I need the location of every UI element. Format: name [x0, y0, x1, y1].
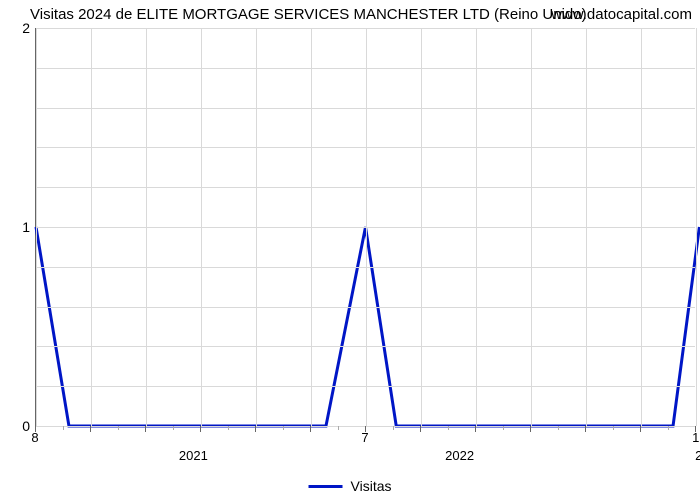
x-tick-mark: [475, 426, 476, 432]
x-tick-label: 7: [361, 430, 368, 445]
x-year-label: 202: [695, 448, 700, 463]
x-gridline: [256, 28, 257, 426]
x-tick-mark: [585, 426, 586, 432]
x-minor-tick-mark: [613, 426, 614, 430]
x-minor-tick-mark: [503, 426, 504, 430]
x-minor-tick-mark: [118, 426, 119, 430]
x-minor-tick-mark: [558, 426, 559, 430]
x-minor-tick-mark: [668, 426, 669, 430]
x-tick-mark: [530, 426, 531, 432]
x-tick-mark: [200, 426, 201, 432]
x-gridline: [91, 28, 92, 426]
x-minor-tick-mark: [448, 426, 449, 430]
x-tick-mark: [90, 426, 91, 432]
legend-swatch: [309, 485, 343, 488]
x-gridline: [586, 28, 587, 426]
y-tick-label: 0: [10, 418, 30, 434]
x-gridline: [696, 28, 697, 426]
x-gridline: [201, 28, 202, 426]
chart-title: Visitas 2024 de ELITE MORTGAGE SERVICES …: [30, 6, 587, 23]
legend-label: Visitas: [351, 478, 392, 494]
x-minor-tick-mark: [173, 426, 174, 430]
x-minor-tick-mark: [283, 426, 284, 430]
x-tick-label: 12: [692, 430, 700, 445]
x-minor-tick-mark: [338, 426, 339, 430]
legend: Visitas: [309, 478, 392, 494]
plot-area: [35, 28, 695, 426]
y-tick-label: 2: [10, 20, 30, 36]
x-minor-tick-mark: [393, 426, 394, 430]
x-minor-tick-mark: [63, 426, 64, 430]
x-tick-mark: [145, 426, 146, 432]
x-gridline: [476, 28, 477, 426]
x-gridline: [641, 28, 642, 426]
x-gridline: [36, 28, 37, 426]
x-gridline: [421, 28, 422, 426]
x-gridline: [366, 28, 367, 426]
x-tick-mark: [255, 426, 256, 432]
watermark-text: www.datocapital.com: [551, 6, 692, 23]
x-gridline: [531, 28, 532, 426]
x-gridline: [311, 28, 312, 426]
x-tick-label: 8: [31, 430, 38, 445]
x-tick-mark: [640, 426, 641, 432]
x-gridline: [146, 28, 147, 426]
x-year-label: 2022: [445, 448, 474, 463]
x-tick-mark: [310, 426, 311, 432]
y-tick-label: 1: [10, 219, 30, 235]
x-tick-mark: [420, 426, 421, 432]
x-minor-tick-mark: [228, 426, 229, 430]
x-year-label: 2021: [179, 448, 208, 463]
